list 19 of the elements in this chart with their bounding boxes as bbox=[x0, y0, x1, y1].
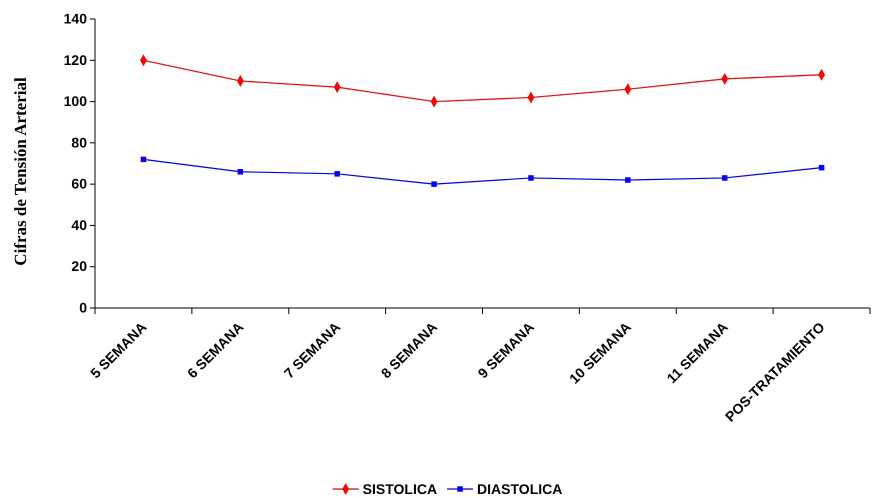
point bbox=[528, 175, 534, 181]
y-axis-title: Cifras de Tensión Arterial bbox=[11, 77, 30, 266]
point bbox=[625, 177, 631, 183]
point bbox=[722, 175, 728, 181]
legend-label: DIASTOLICA bbox=[477, 481, 562, 497]
y-tick-label: 0 bbox=[79, 299, 88, 316]
point bbox=[238, 169, 244, 174]
legend-label: SISTOLICA bbox=[362, 481, 438, 497]
y-tick-label: 40 bbox=[71, 216, 88, 233]
y-tick-label: 80 bbox=[71, 134, 88, 150]
y-tick-label: 20 bbox=[71, 258, 88, 274]
y-tick-label: 120 bbox=[64, 52, 88, 68]
y-tick-label: 60 bbox=[71, 176, 88, 192]
y-tick-label: 140 bbox=[64, 10, 88, 26]
point bbox=[140, 156, 146, 162]
point bbox=[334, 171, 340, 177]
point bbox=[818, 164, 824, 170]
y-tick-label: 100 bbox=[64, 93, 88, 110]
point bbox=[431, 181, 437, 187]
